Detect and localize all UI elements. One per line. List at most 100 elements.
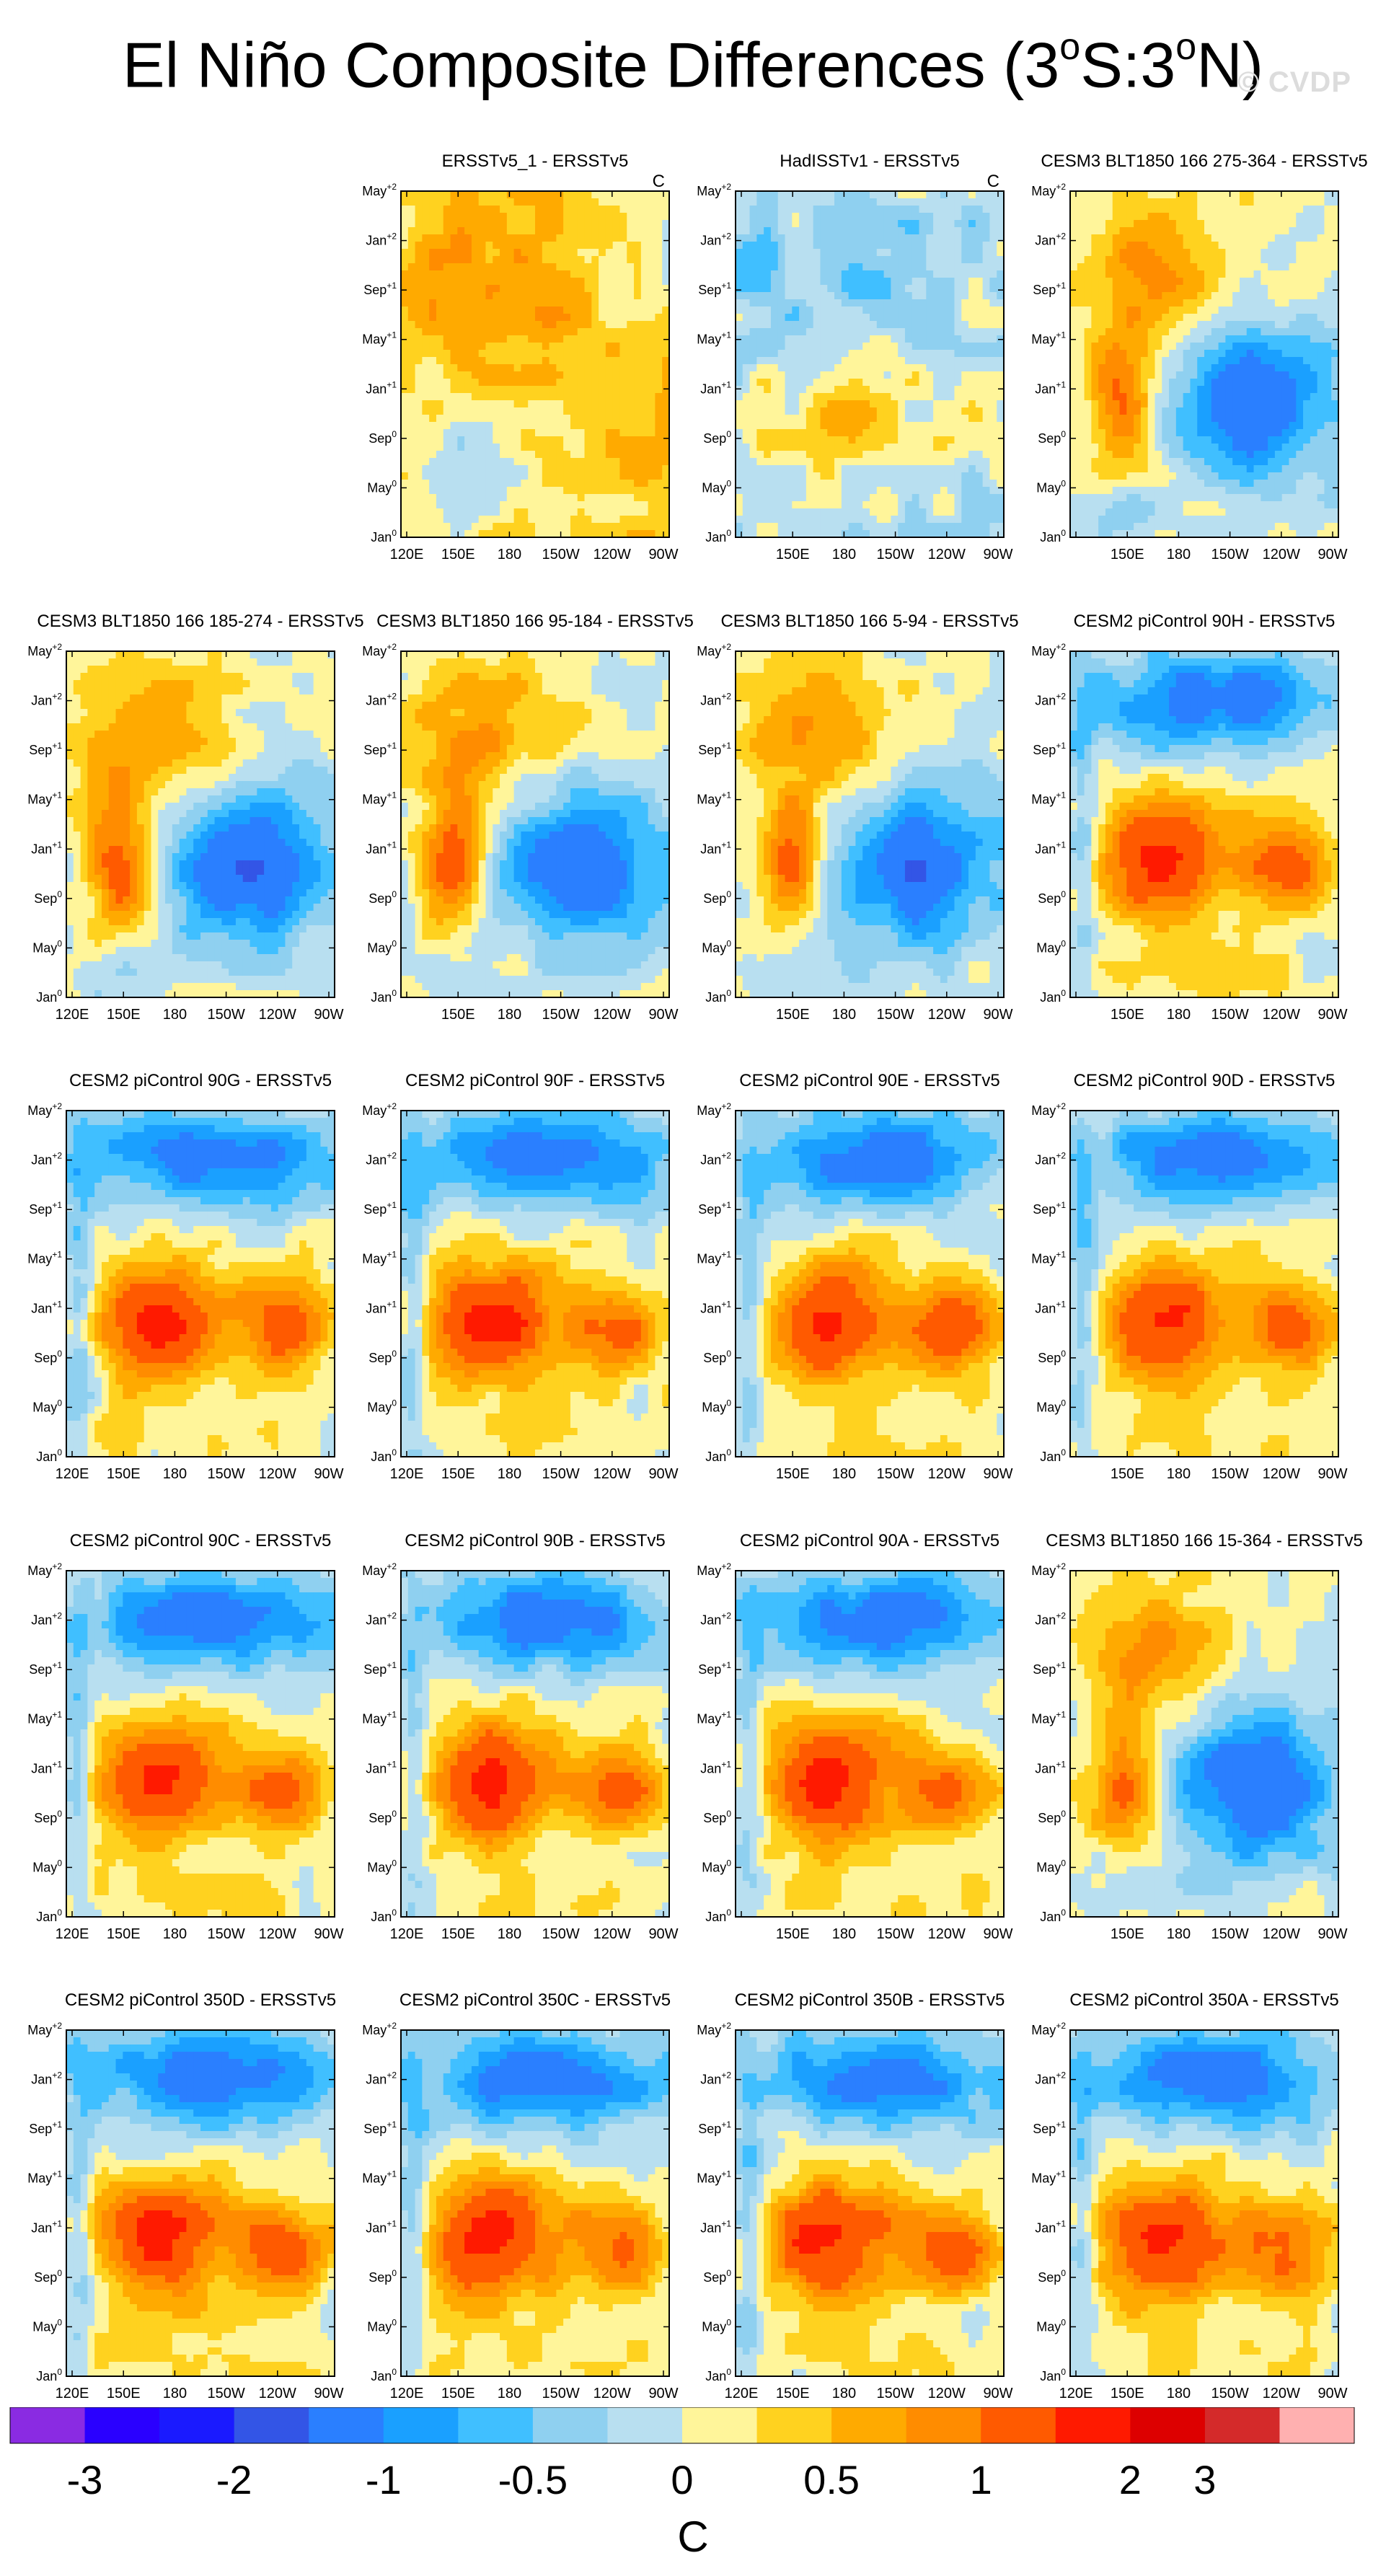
contour-cell xyxy=(919,379,927,387)
contour-cell xyxy=(429,407,436,415)
contour-cell xyxy=(655,422,662,430)
contour-cell xyxy=(485,523,493,531)
contour-cell xyxy=(443,415,451,423)
x-tick-label: 90W xyxy=(648,547,678,563)
contour-cell xyxy=(989,256,997,264)
contour-cell xyxy=(898,407,905,415)
contour-cell xyxy=(792,227,799,235)
contour-cell xyxy=(771,234,778,242)
contour-cell xyxy=(542,523,549,531)
contour-cell xyxy=(983,335,990,343)
contour-cell xyxy=(457,364,464,372)
contour-cell xyxy=(940,249,948,257)
contour-cell xyxy=(613,335,620,343)
contour-cell xyxy=(507,321,514,329)
contour-cell xyxy=(415,422,423,430)
contour-cell xyxy=(514,321,521,329)
contour-cell xyxy=(485,213,493,221)
contour-cell xyxy=(940,306,948,314)
contour-cell xyxy=(827,451,834,459)
contour-cell xyxy=(961,371,968,379)
contour-cell xyxy=(570,299,578,307)
contour-cell xyxy=(926,256,933,264)
contour-cell xyxy=(989,227,997,235)
contour-cell xyxy=(627,285,634,293)
contour-cell xyxy=(771,256,778,264)
contour-cell xyxy=(785,270,793,278)
contour-cell xyxy=(898,472,905,480)
contour-cell xyxy=(891,523,898,531)
contour-cell xyxy=(408,299,415,307)
contour-cell xyxy=(655,472,662,480)
contour-cell xyxy=(648,487,656,495)
contour-cell xyxy=(563,242,570,250)
contour-cell xyxy=(792,270,799,278)
contour-cell xyxy=(983,206,990,213)
contour-cell xyxy=(641,379,648,387)
contour-cell xyxy=(813,501,821,509)
contour-cell xyxy=(542,234,549,242)
contour-cell xyxy=(820,198,827,206)
panel-2: HadISSTv1 - ERSSTv5CJan0May0Sep0Jan+1May… xyxy=(697,151,1012,563)
contour-cell xyxy=(443,299,451,307)
contour-cell xyxy=(834,523,842,531)
contour-cell xyxy=(926,523,933,531)
contour-cell xyxy=(877,436,884,444)
contour-cell xyxy=(940,328,948,336)
contour-cell xyxy=(627,516,634,524)
contour-cell xyxy=(514,487,521,495)
contour-cell xyxy=(877,429,884,437)
contour-cell xyxy=(570,487,578,495)
contour-cell xyxy=(493,508,500,516)
contour-cell xyxy=(535,335,542,343)
contour-cell xyxy=(641,242,648,250)
contour-cell xyxy=(792,422,799,430)
contour-cell xyxy=(862,371,870,379)
contour-cell xyxy=(813,206,821,213)
contour-cell xyxy=(464,472,472,480)
contour-cell xyxy=(627,494,634,502)
contour-cell xyxy=(898,371,905,379)
contour-cell xyxy=(799,393,806,401)
contour-cell xyxy=(940,480,948,488)
contour-cell xyxy=(948,299,955,307)
contour-cell xyxy=(507,508,514,516)
contour-cell xyxy=(855,523,862,531)
contour-cell xyxy=(756,227,764,235)
contour-cell xyxy=(750,516,757,524)
contour-cell xyxy=(948,422,955,430)
contour-cell xyxy=(528,198,535,206)
contour-cell xyxy=(919,458,927,466)
contour-cell xyxy=(641,249,648,257)
contour-cell xyxy=(862,379,870,387)
contour-cell xyxy=(521,256,528,264)
contour-cell xyxy=(535,386,542,394)
contour-cell xyxy=(968,407,976,415)
contour-cell xyxy=(870,299,877,307)
contour-cell xyxy=(591,249,599,257)
contour-cell xyxy=(648,458,656,466)
contour-cell xyxy=(919,270,927,278)
contour-cell xyxy=(457,480,464,488)
contour-cell xyxy=(578,285,585,293)
contour-cell xyxy=(919,299,927,307)
contour-cell xyxy=(578,227,585,235)
contour-cell xyxy=(655,306,662,314)
contour-cell xyxy=(806,393,813,401)
contour-cell xyxy=(479,393,486,401)
contour-cell xyxy=(954,444,961,451)
contour-cell xyxy=(799,465,806,473)
contour-cell xyxy=(634,494,641,502)
contour-cell xyxy=(806,357,813,365)
contour-cell xyxy=(919,364,927,372)
contour-cell xyxy=(493,407,500,415)
contour-cell xyxy=(415,191,423,199)
contour-cell xyxy=(613,472,620,480)
contour-cell xyxy=(619,306,627,314)
contour-cell xyxy=(862,523,870,531)
contour-cell xyxy=(485,328,493,336)
contour-cell xyxy=(542,249,549,257)
contour-cell xyxy=(870,386,877,394)
contour-cell xyxy=(599,415,606,423)
contour-cell xyxy=(948,364,955,372)
